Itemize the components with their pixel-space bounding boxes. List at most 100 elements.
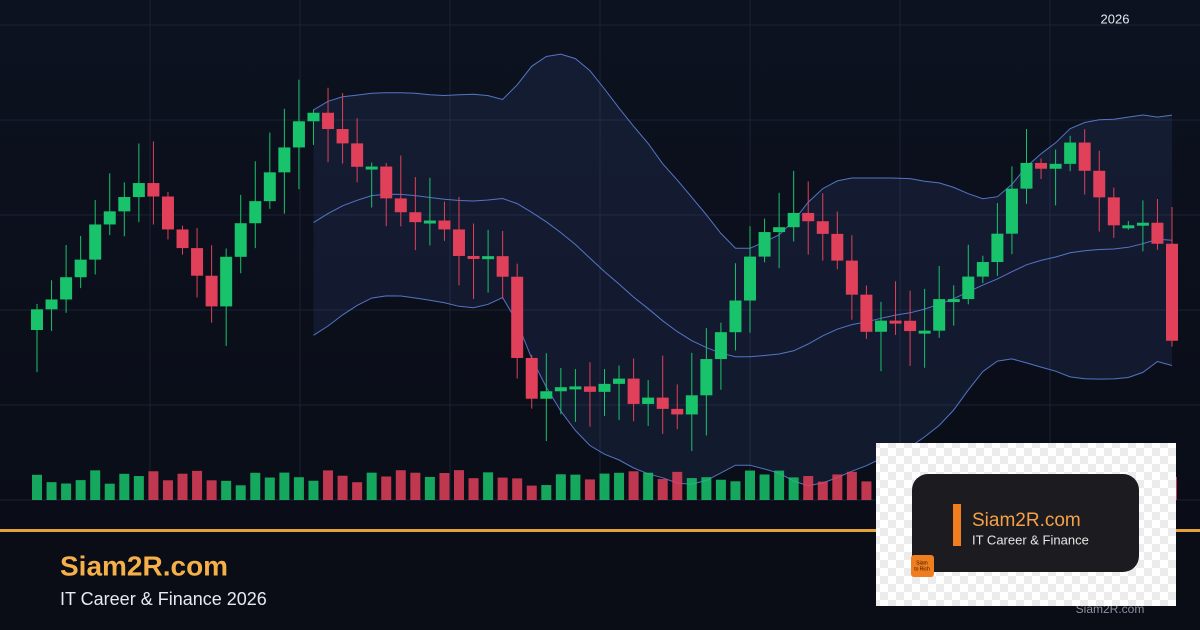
volume-bar — [555, 474, 566, 500]
logo-icon — [911, 555, 934, 577]
candle-body — [540, 391, 553, 399]
volume-bar — [715, 479, 726, 500]
logo-icon-text: Siam — [916, 560, 927, 566]
candle-body — [496, 256, 509, 277]
volume-bar — [439, 472, 450, 500]
volume-bar — [483, 472, 494, 500]
volume-bar — [541, 485, 552, 500]
candle-body — [671, 408, 684, 415]
candle-body — [322, 112, 335, 130]
band-fill — [313, 54, 1172, 486]
year-label: 2026 — [1101, 11, 1130, 26]
candle-body — [482, 256, 495, 260]
candle-body — [351, 143, 364, 167]
logo-card: Siam2R.com IT Career & Finance Siam to R… — [876, 443, 1176, 606]
candle-body — [423, 220, 436, 224]
volume-bar — [803, 476, 814, 500]
candle-body — [1151, 222, 1164, 244]
volume-bar — [148, 471, 159, 500]
volume-bar — [410, 472, 421, 500]
volume-bar — [817, 481, 828, 500]
volume-bar — [133, 476, 144, 500]
volume-bar — [352, 482, 363, 500]
candle-body — [1020, 162, 1033, 189]
candle-body — [802, 212, 815, 222]
candle-body — [234, 223, 247, 257]
volume-bar — [308, 480, 319, 500]
candle-body — [1064, 142, 1077, 164]
candle-body — [642, 397, 655, 404]
candle-body — [569, 386, 582, 390]
logo-tagline: IT Career & Finance — [972, 532, 1089, 547]
volume-bar — [250, 472, 261, 500]
volume-bar — [453, 470, 464, 500]
candle-body — [976, 262, 989, 277]
candle-body — [307, 112, 320, 122]
volume-bar — [846, 471, 857, 500]
volume-bar — [32, 474, 42, 500]
candle-body — [1136, 222, 1149, 226]
candle-body — [831, 233, 844, 261]
volume-bar — [628, 471, 639, 500]
candle-body — [147, 183, 160, 197]
candle-body — [700, 359, 713, 396]
candle-body — [685, 395, 698, 415]
volume-bar — [657, 479, 668, 500]
candle-body — [118, 197, 131, 212]
volume-bar — [104, 483, 115, 500]
volume-bar — [774, 470, 785, 500]
candle-body — [583, 386, 596, 392]
volume-bar — [293, 477, 304, 500]
candle-body — [394, 198, 407, 213]
candle-body — [758, 232, 771, 257]
candle-body — [278, 147, 291, 173]
candle-body — [627, 378, 640, 404]
candle-body — [1122, 225, 1135, 229]
candle-body — [1078, 142, 1091, 171]
candle-body — [161, 196, 174, 230]
candle-body — [103, 211, 116, 225]
candle-body — [191, 248, 204, 276]
candle-body — [816, 221, 829, 234]
volume-bar — [497, 477, 508, 500]
candle-body — [729, 300, 742, 333]
candle-body — [1005, 188, 1018, 234]
volume-bar — [221, 480, 232, 500]
candle-body — [60, 277, 73, 300]
logo-accent — [953, 504, 961, 546]
volume-bar — [337, 475, 348, 500]
candle-body — [1035, 162, 1048, 169]
candle-body — [132, 183, 145, 198]
candle-body — [918, 330, 931, 334]
volume-bar — [75, 480, 86, 500]
candle-body — [220, 256, 233, 307]
logo-panel — [912, 474, 1139, 572]
candle-body — [889, 320, 902, 324]
candle-body — [525, 357, 538, 399]
volume-bar — [643, 472, 654, 500]
candle-body — [452, 229, 465, 256]
candle-body — [467, 255, 480, 259]
volume-bar — [468, 478, 479, 500]
volume-bar — [90, 470, 101, 500]
band-line — [313, 193, 1173, 358]
volume-bar — [861, 481, 872, 500]
volume-bar — [119, 473, 130, 500]
candle-body — [860, 294, 873, 332]
volume-bar — [672, 471, 683, 500]
volume-bar — [570, 474, 581, 500]
volume-bar — [599, 473, 610, 500]
candle-body — [991, 233, 1004, 263]
candle-body — [1107, 197, 1120, 226]
volume-bar — [192, 470, 203, 500]
candle-body — [380, 166, 393, 199]
volume-bar — [584, 479, 595, 500]
candle-body — [744, 256, 757, 301]
band-line — [313, 295, 1173, 487]
candle-body — [962, 276, 975, 300]
candle-body — [438, 220, 451, 230]
candle-body — [904, 320, 917, 332]
candle-body — [1093, 170, 1106, 198]
candle-body — [1166, 243, 1178, 341]
